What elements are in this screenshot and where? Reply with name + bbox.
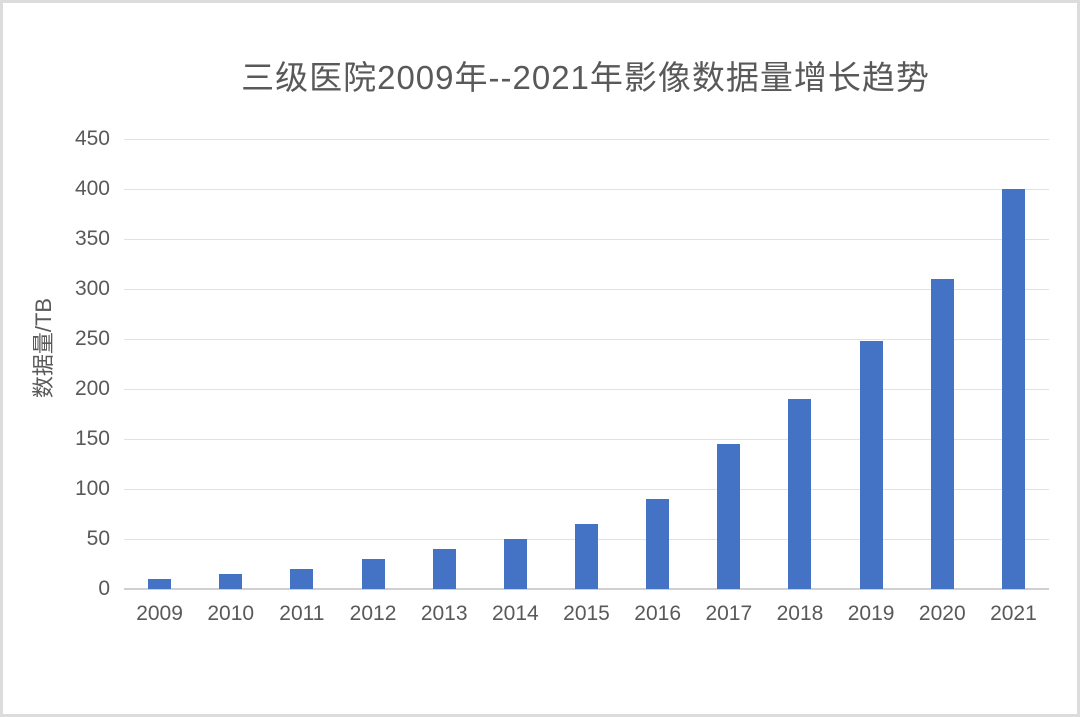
bar-2013 — [432, 549, 456, 589]
x-tick-label-2011: 2011 — [279, 602, 325, 625]
x-tick-label-2014: 2014 — [491, 602, 539, 625]
x-tick-label-2018: 2018 — [776, 602, 824, 625]
bar-2017 — [717, 444, 741, 589]
bar-2014 — [503, 539, 527, 589]
y-tick-label-250: 250 — [74, 327, 110, 350]
gridline-400 — [124, 188, 1049, 190]
y-tick-label-450: 450 — [74, 127, 110, 150]
x-tick-label-2015: 2015 — [563, 602, 610, 625]
y-axis-title: 数据量/TB — [31, 297, 56, 399]
x-axis-line — [124, 588, 1049, 590]
gridline-300 — [124, 288, 1049, 290]
y-tick-label-100: 100 — [74, 477, 110, 500]
x-tick-label-2019: 2019 — [847, 602, 895, 625]
y-tick-label-300: 300 — [74, 277, 110, 300]
y-tick-label-0: 0 — [98, 577, 110, 600]
bar-2021 — [1001, 189, 1025, 589]
y-tick-label-50: 50 — [86, 527, 110, 550]
y-tick-label-150: 150 — [74, 427, 110, 450]
x-tick-label-2010: 2010 — [207, 602, 255, 625]
gridline-150 — [124, 438, 1049, 440]
gridline-200 — [124, 388, 1049, 390]
chart-title: 三级医院2009年--2021年影像数据量增长趋势 — [241, 59, 930, 96]
gridline-350 — [124, 238, 1049, 240]
bar-2016 — [646, 499, 670, 589]
plot-area: 0 50 100 150 200 250 300 350 400 450 2009 2010 2011 2… — [75, 127, 1049, 625]
gridline-250 — [124, 338, 1049, 340]
x-tick-label-2016: 2016 — [634, 602, 681, 625]
x-tick-label-2013: 2013 — [420, 602, 468, 625]
bar-2012 — [361, 559, 385, 589]
x-tick-label-2021: 2021 — [990, 602, 1037, 625]
y-tick-label-200: 200 — [74, 377, 110, 400]
bar-2011 — [290, 569, 314, 589]
bar-2019 — [859, 341, 883, 589]
gridline-100 — [124, 488, 1049, 490]
x-tick-label-2009: 2009 — [136, 602, 183, 625]
y-tick-label-350: 350 — [74, 227, 110, 250]
gridline-450 — [124, 138, 1049, 140]
y-tick-label-400: 400 — [74, 177, 110, 200]
bar-2018 — [788, 399, 812, 589]
bar-2009 — [148, 579, 172, 589]
bar-2015 — [575, 524, 598, 589]
x-tick-label-2017: 2017 — [705, 602, 753, 625]
bar-2010 — [219, 574, 243, 589]
x-tick-label-2020: 2020 — [918, 602, 966, 625]
bar-2020 — [930, 279, 954, 589]
x-tick-label-2012: 2012 — [349, 602, 397, 625]
